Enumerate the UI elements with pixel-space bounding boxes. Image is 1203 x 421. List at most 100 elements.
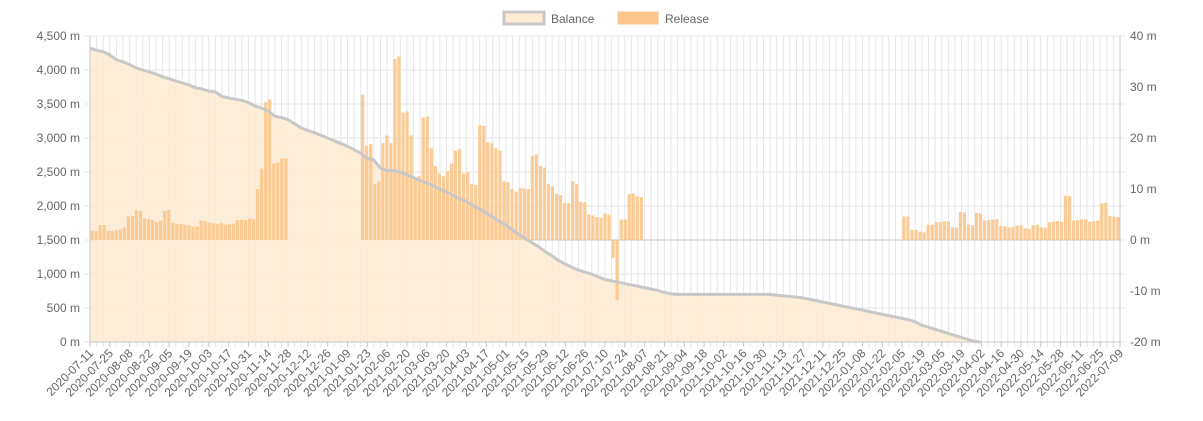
release-bar[interactable] (631, 193, 635, 240)
release-bar[interactable] (1108, 216, 1112, 240)
release-bar[interactable] (207, 222, 211, 240)
release-bar[interactable] (599, 217, 603, 240)
release-bar[interactable] (462, 173, 466, 240)
release-bar[interactable] (227, 224, 231, 240)
release-bar[interactable] (639, 197, 643, 240)
release-bar[interactable] (1088, 221, 1092, 240)
release-bar[interactable] (175, 223, 179, 240)
release-bar[interactable] (542, 167, 547, 240)
release-bar[interactable] (377, 181, 381, 240)
release-bar[interactable] (518, 187, 522, 240)
release-bar[interactable] (510, 189, 514, 240)
release-bar[interactable] (211, 223, 215, 240)
release-bar[interactable] (910, 229, 914, 240)
release-bar[interactable] (280, 158, 284, 240)
release-bar[interactable] (607, 214, 611, 241)
release-bar[interactable] (457, 149, 462, 240)
release-bar[interactable] (623, 219, 627, 240)
release-bar[interactable] (1019, 225, 1023, 240)
release-bar[interactable] (470, 183, 474, 240)
release-bar[interactable] (478, 125, 482, 240)
balance-line[interactable] (89, 46, 981, 344)
release-bar[interactable] (1047, 222, 1051, 240)
release-bar[interactable] (1067, 196, 1072, 240)
release-bar[interactable] (284, 158, 288, 240)
release-bar[interactable] (587, 214, 591, 241)
release-bar[interactable] (1015, 225, 1019, 240)
release-bar[interactable] (1011, 226, 1015, 240)
release-bar[interactable] (441, 176, 446, 240)
release-bar[interactable] (223, 224, 227, 240)
release-bar[interactable] (179, 224, 183, 240)
release-bar[interactable] (474, 184, 478, 240)
release-bar[interactable] (934, 222, 938, 240)
release-bar[interactable] (1063, 195, 1068, 240)
release-bar[interactable] (231, 223, 236, 240)
release-bar[interactable] (401, 112, 405, 241)
release-bar[interactable] (361, 94, 365, 241)
release-bar[interactable] (1100, 203, 1104, 240)
release-bar[interactable] (381, 143, 385, 240)
release-bar[interactable] (130, 216, 135, 240)
release-bar[interactable] (167, 209, 171, 240)
release-bar[interactable] (550, 186, 555, 240)
release-bar[interactable] (247, 218, 252, 240)
release-bar[interactable] (979, 213, 983, 240)
release-bar[interactable] (562, 202, 567, 240)
release-bar[interactable] (150, 220, 155, 240)
release-bar[interactable] (397, 56, 401, 241)
release-bar[interactable] (110, 231, 114, 240)
release-bar[interactable] (1071, 220, 1076, 240)
release-bar[interactable] (966, 224, 971, 240)
release-bar[interactable] (1039, 227, 1043, 240)
release-bar[interactable] (1023, 228, 1027, 240)
release-bar[interactable] (199, 220, 203, 240)
release-bar[interactable] (595, 217, 599, 240)
release-bar[interactable] (437, 173, 442, 240)
release-bar[interactable] (134, 210, 139, 240)
release-bar[interactable] (1075, 220, 1080, 240)
release-bar[interactable] (251, 219, 256, 240)
release-bar[interactable] (571, 181, 575, 240)
release-bar[interactable] (615, 240, 619, 301)
release-bar[interactable] (219, 223, 223, 240)
release-bar[interactable] (268, 99, 272, 240)
release-bar[interactable] (579, 201, 583, 240)
release-bar[interactable] (171, 222, 175, 240)
release-bar[interactable] (389, 143, 393, 240)
release-bar[interactable] (538, 166, 542, 240)
release-bar[interactable] (276, 162, 280, 240)
release-bar[interactable] (421, 117, 425, 240)
release-bar[interactable] (506, 182, 510, 240)
release-bar[interactable] (498, 150, 502, 240)
release-bar[interactable] (417, 176, 421, 240)
release-bar[interactable] (385, 135, 389, 240)
release-bar[interactable] (611, 240, 615, 258)
release-bar[interactable] (1116, 217, 1120, 240)
release-bar[interactable] (991, 219, 995, 240)
release-bar[interactable] (90, 230, 94, 240)
release-bar[interactable] (272, 163, 276, 241)
release-bar[interactable] (1007, 227, 1011, 240)
release-bar[interactable] (203, 221, 207, 240)
release-bar[interactable] (946, 221, 950, 240)
release-bar[interactable] (1104, 202, 1108, 240)
release-bar[interactable] (1055, 221, 1060, 240)
release-bar[interactable] (256, 189, 260, 240)
release-bar[interactable] (970, 225, 975, 240)
release-bar[interactable] (554, 194, 559, 240)
release-bar[interactable] (962, 212, 967, 240)
release-bar[interactable] (235, 220, 240, 240)
release-bar[interactable] (106, 230, 110, 240)
release-bar[interactable] (449, 163, 454, 241)
release-bar[interactable] (466, 172, 470, 240)
release-bar[interactable] (1084, 219, 1088, 240)
release-bar[interactable] (409, 135, 413, 240)
release-bar[interactable] (122, 227, 126, 240)
release-bar[interactable] (163, 210, 167, 240)
release-bar[interactable] (950, 227, 954, 240)
legend-swatch-balance[interactable] (502, 10, 546, 26)
release-bar[interactable] (191, 226, 195, 240)
release-bar[interactable] (942, 221, 946, 240)
release-bar[interactable] (902, 216, 906, 240)
